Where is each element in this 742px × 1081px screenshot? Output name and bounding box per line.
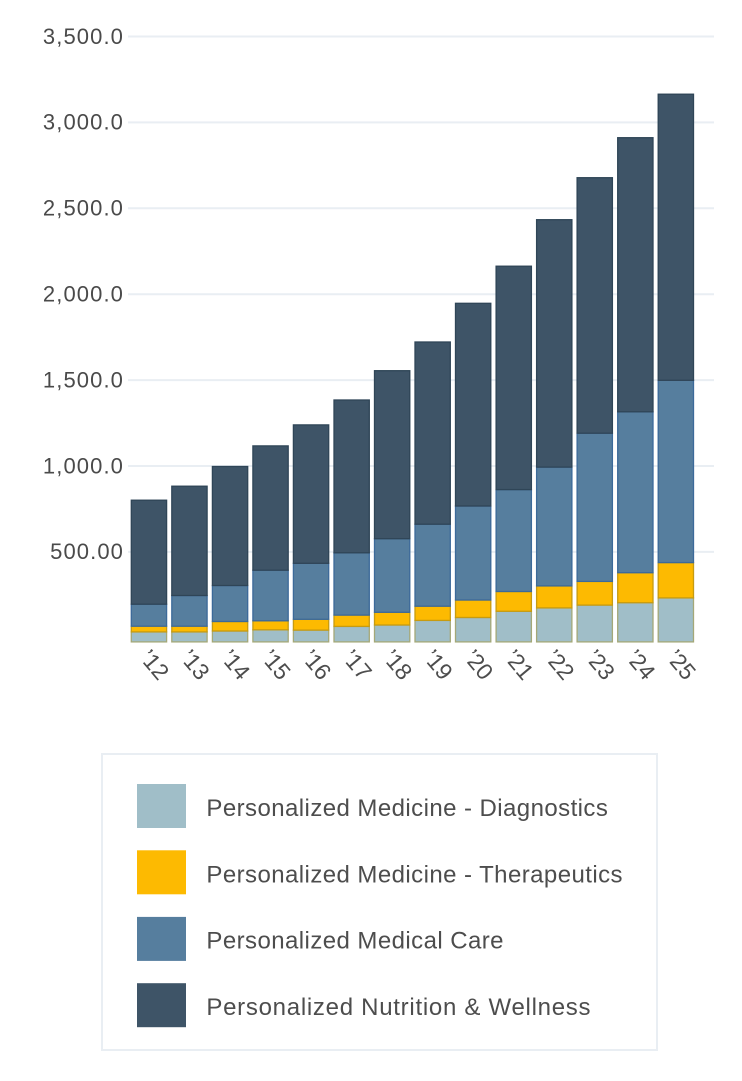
svg-text:3,500.0: 3,500.0: [43, 24, 124, 49]
svg-text:’15: ’15: [256, 645, 296, 685]
svg-text:Personalized Medicine - Therap: Personalized Medicine - Therapeutics: [206, 861, 623, 888]
svg-text:’22: ’22: [540, 645, 580, 685]
svg-text:’20: ’20: [459, 645, 499, 685]
svg-text:2,500.0: 2,500.0: [43, 196, 124, 221]
svg-text:’19: ’19: [418, 645, 458, 685]
svg-text:1,000.0: 1,000.0: [43, 453, 124, 478]
svg-text:’21: ’21: [499, 645, 539, 685]
svg-text:’14: ’14: [216, 645, 256, 685]
svg-text:2,000.0: 2,000.0: [43, 282, 124, 307]
svg-text:’23: ’23: [581, 645, 621, 685]
svg-text:Personalized Nutrition & Welln: Personalized Nutrition & Wellness: [206, 994, 591, 1021]
svg-text:’24: ’24: [621, 645, 661, 685]
svg-text:’17: ’17: [337, 645, 377, 685]
svg-text:’13: ’13: [175, 645, 215, 685]
svg-text:Personalized Medicine - Diagno: Personalized Medicine - Diagnostics: [206, 795, 608, 822]
svg-text:’18: ’18: [378, 645, 418, 685]
svg-text:500.00: 500.00: [50, 539, 124, 564]
svg-text:1,500.0: 1,500.0: [43, 367, 124, 392]
svg-text:’12: ’12: [135, 645, 175, 685]
svg-text:’25: ’25: [662, 645, 702, 685]
svg-text:’16: ’16: [297, 645, 337, 685]
svg-text:Personalized Medical Care: Personalized Medical Care: [206, 928, 504, 955]
svg-text:3,000.0: 3,000.0: [43, 110, 124, 135]
